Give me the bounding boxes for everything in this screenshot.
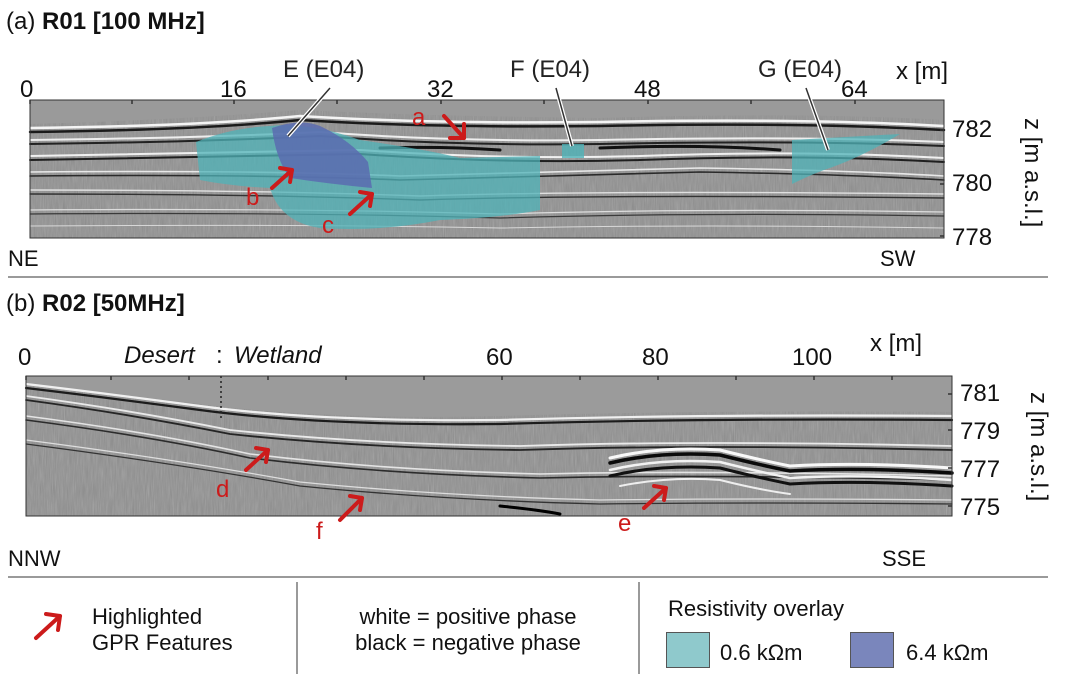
panel-a-x-unit: x [m] (896, 58, 948, 85)
legend-arrow (34, 612, 62, 640)
feature-label-f: f (316, 518, 323, 545)
feature-label-a: a (412, 104, 426, 131)
panel-a-xtick-0: 0 (20, 76, 34, 103)
legend-resistivity-title: Resistivity overlay (668, 596, 845, 621)
panel-b-right-dir: SSE (882, 546, 927, 571)
feature-arrows (34, 114, 668, 640)
panel-b-ztick-781: 781 (960, 380, 1001, 407)
panel-a-prefix: (a) (6, 8, 36, 35)
feature-label-e: e (618, 510, 632, 537)
panel-a-xtick-48: 48 (634, 76, 661, 103)
panel-a-xtick-64: 64 (841, 76, 868, 103)
feature-label-c: c (322, 212, 334, 239)
feature-label-d: d (216, 476, 230, 503)
arrow-b (270, 166, 294, 190)
panel-a-ztick-780: 780 (952, 170, 993, 197)
arrow-f (338, 494, 364, 522)
panel-b-xtick-100: 100 (792, 344, 833, 371)
panel-b-prefix: (b) (6, 290, 36, 317)
panel-a-ztick-782: 782 (952, 116, 993, 143)
legend-separator-2 (638, 582, 640, 674)
zone-separator: : (216, 342, 223, 369)
panel-b-ztick-779: 779 (960, 418, 1001, 445)
radargram-a (28, 86, 946, 239)
callout-f: F (E04) (510, 56, 591, 83)
legend-swatch-low (666, 632, 710, 668)
arrow-e (642, 484, 668, 510)
feature-label-b: b (246, 184, 260, 211)
panel-a-ztick-778: 778 (952, 224, 993, 251)
callout-g: G (E04) (758, 56, 843, 83)
legend-high-label: 6.4 kΩm (906, 640, 989, 665)
legend-arrow-line1: Highlighted (92, 604, 203, 629)
divider-b-legend (8, 576, 1048, 578)
panel-a-name: R01 [100 MHz] (42, 8, 205, 35)
legend-phase-line1: white = positive phase (359, 604, 577, 629)
overlay-low-f (562, 144, 584, 158)
legend-phase-line2: black = negative phase (355, 630, 581, 655)
zone-desert: Desert (124, 342, 195, 369)
panel-a-xtick-32: 32 (427, 76, 454, 103)
panel-b-ztick-775: 775 (960, 494, 1001, 521)
panel-a-xtick-16: 16 (220, 76, 247, 103)
arrow-a (442, 114, 466, 140)
panel-b-z-unit: z [m a.s.l.] (1025, 392, 1052, 502)
panel-b-title: (b) R02 [50MHz] (6, 292, 185, 316)
panel-b-left-dir: NNW (8, 546, 61, 571)
panel-b-xtick-80: 80 (642, 344, 669, 371)
panel-b-name: R02 [50MHz] (42, 290, 185, 317)
legend-low-label: 0.6 kΩm (720, 640, 803, 665)
panel-a-title: (a) R01 [100 MHz] (6, 10, 205, 34)
legend-phase-text: white = positive phase black = negative … (320, 604, 616, 656)
panel-a-right-dir: SW (880, 246, 916, 271)
panel-b-xtick-0: 0 (18, 344, 32, 371)
callout-e: E (E04) (283, 56, 365, 83)
legend-swatch-high (850, 632, 894, 668)
panel-b-xtick-60: 60 (486, 344, 513, 371)
legend-separator-1 (296, 582, 298, 674)
panel-a-z-unit: z [m a.s.l.] (1019, 118, 1046, 228)
zone-wetland: Wetland (234, 342, 322, 369)
legend-arrow-text: Highlighted GPR Features (92, 604, 233, 656)
legend-arrow-line2: GPR Features (92, 630, 233, 655)
panel-a-left-dir: NE (8, 246, 39, 271)
panel-b-ztick-777: 777 (960, 456, 1001, 483)
arrow-c (348, 190, 374, 216)
overlay-high-e (272, 122, 372, 188)
overlay-low-g (792, 134, 900, 184)
panel-b-x-unit: x [m] (870, 330, 922, 357)
radargram-b (24, 375, 954, 517)
arrow-d (244, 446, 270, 472)
divider-a-b (8, 276, 1048, 278)
